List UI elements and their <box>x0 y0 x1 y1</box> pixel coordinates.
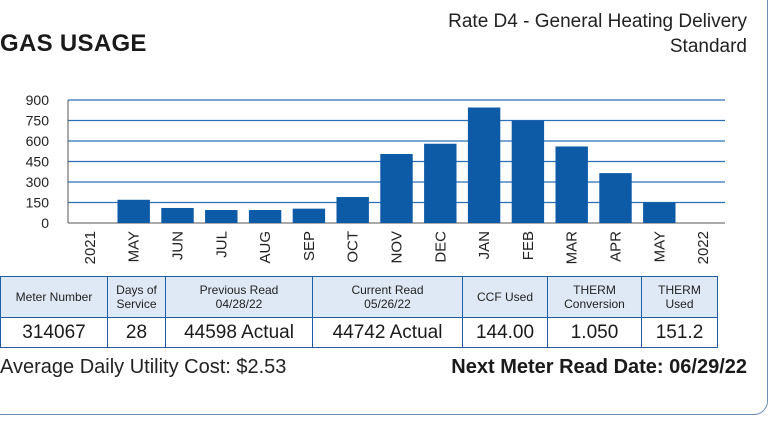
header-days-of-service: Days of Service <box>107 276 166 318</box>
previous-read-value: 44598 Actual <box>165 317 313 348</box>
days-of-service-value: 28 <box>107 317 166 348</box>
rate-name-line-1: Rate D4 - General Heating Delivery <box>448 11 747 32</box>
bar-jan-9 <box>467 107 501 223</box>
bar-sep-5 <box>292 208 326 223</box>
y-tick-label: 900 <box>26 92 50 108</box>
card-border <box>0 0 768 415</box>
y-tick-label: 600 <box>26 133 50 149</box>
bar-mar-11 <box>555 146 588 223</box>
table-row: 314067 28 44598 Actual 44742 Actual 144.… <box>0 317 718 348</box>
y-tick-label: 150 <box>26 195 50 211</box>
header-previous-read: Previous Read 04/28/22 <box>165 276 313 318</box>
x-tick-label: NOV <box>389 231 406 264</box>
next-meter-read-date: Next Meter Read Date: 06/29/22 <box>451 356 747 378</box>
bar-feb-10 <box>511 120 545 223</box>
meter-number-value: 314067 <box>0 317 108 348</box>
meter-reading-table: Meter Number Days of Service Previous Rea… <box>0 276 718 348</box>
therm-used-value: 151.2 <box>641 317 718 348</box>
y-tick-label: 450 <box>26 154 50 170</box>
header-ccf-used: CCF Used <box>462 276 548 318</box>
x-tick-label: 2022 <box>695 231 712 264</box>
bar-jun-2 <box>161 207 194 223</box>
gas-usage-bar-chart: 0 150 300 450 600 750 900 2021 MAY JUN JUL AUG SEP OC… <box>26 92 725 265</box>
ccf-used-value: 144.00 <box>462 317 548 348</box>
x-tick-label: FEB <box>520 231 537 260</box>
x-tick-label: MAY <box>651 231 668 262</box>
x-tick-label: JUL <box>213 231 230 258</box>
bar-apr-12 <box>599 173 632 223</box>
table-header-row: Meter Number Days of Service Previous Rea… <box>0 276 718 318</box>
bar-dec-8 <box>424 143 457 223</box>
bar-may-1 <box>117 199 150 223</box>
y-tick-label: 750 <box>26 113 50 129</box>
bar-aug-4 <box>248 210 282 223</box>
x-tick-label: SEP <box>301 231 318 261</box>
x-tick-label: JUN <box>170 231 187 260</box>
bar-oct-6 <box>336 197 369 223</box>
current-read-value: 44742 Actual <box>312 317 463 348</box>
header-current-read: Current Read 05/26/22 <box>312 276 463 318</box>
x-tick-label: OCT <box>345 231 362 263</box>
bar-jul-3 <box>205 210 238 223</box>
average-daily-cost: Average Daily Utility Cost: $2.53 <box>0 356 287 378</box>
bar-nov-7 <box>380 153 413 223</box>
x-tick-label: MAR <box>564 231 581 265</box>
x-tick-label: JAN <box>476 231 493 259</box>
x-tick-label: 2021 <box>82 231 99 264</box>
x-tick-label: MAY <box>126 231 143 262</box>
y-tick-label: 0 <box>41 215 49 231</box>
header-therm-used: THERM Used <box>641 276 718 318</box>
bar-may-13 <box>643 202 676 223</box>
header-therm-conversion: THERM Conversion <box>547 276 642 318</box>
x-tick-label: AUG <box>257 231 274 264</box>
header-meter-number: Meter Number <box>0 276 108 318</box>
rate-name-line-2: Standard <box>669 36 747 57</box>
x-tick-label: APR <box>608 231 625 262</box>
y-tick-label: 300 <box>26 174 50 190</box>
page-title: GAS USAGE <box>0 30 147 57</box>
therm-conversion-value: 1.050 <box>547 317 642 348</box>
x-tick-label: DEC <box>432 231 449 263</box>
